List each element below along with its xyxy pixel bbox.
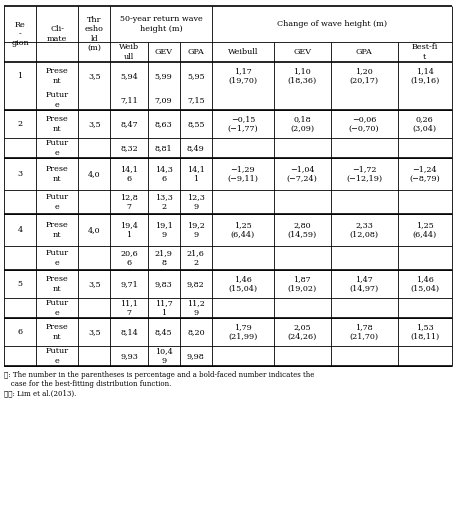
Text: 1,78
(21,70): 1,78 (21,70)	[349, 323, 379, 341]
Text: 21,6
2: 21,6 2	[187, 249, 205, 267]
Text: −1,04
(−7,24): −1,04 (−7,24)	[287, 165, 318, 183]
Text: 14,1
6: 14,1 6	[120, 165, 138, 183]
Text: Weibull: Weibull	[228, 48, 258, 56]
Text: Futur
e: Futur e	[46, 194, 69, 210]
Text: GEV: GEV	[293, 48, 311, 56]
Text: 4,0: 4,0	[88, 226, 101, 234]
Text: 3,5: 3,5	[88, 120, 101, 128]
Text: 0,18
(2,09): 0,18 (2,09)	[290, 115, 314, 133]
Text: Prese
nt: Prese nt	[46, 221, 69, 239]
Text: Best-fi
t: Best-fi t	[412, 44, 438, 60]
Text: −0,15
(−1,77): −0,15 (−1,77)	[228, 115, 258, 133]
Text: 0,26
(3,04): 0,26 (3,04)	[413, 115, 437, 133]
Text: 8,47: 8,47	[120, 120, 138, 128]
Text: Prese
nt: Prese nt	[46, 276, 69, 292]
Text: 자료: Lim et al.(2013).: 자료: Lim et al.(2013).	[4, 389, 76, 397]
Text: 6: 6	[17, 328, 22, 336]
Text: Change of wave height (m): Change of wave height (m)	[277, 20, 387, 28]
Text: 21,9
8: 21,9 8	[155, 249, 173, 267]
Text: Re
-
gion: Re - gion	[11, 21, 29, 47]
Text: 11,1
7: 11,1 7	[120, 299, 138, 317]
Text: Futur
e: Futur e	[46, 139, 69, 157]
Text: 5: 5	[17, 280, 22, 288]
Text: 8,49: 8,49	[187, 144, 205, 152]
Text: 1,25
(6,44): 1,25 (6,44)	[231, 221, 255, 239]
Text: 9,98: 9,98	[187, 352, 205, 360]
Text: −1,72
(−12,19): −1,72 (−12,19)	[346, 165, 382, 183]
Text: Weib
ull: Weib ull	[119, 44, 139, 60]
Text: 3,5: 3,5	[88, 72, 101, 80]
Text: 10,4
9: 10,4 9	[155, 347, 173, 365]
Text: 8,14: 8,14	[120, 328, 138, 336]
Text: 2: 2	[17, 120, 22, 128]
Text: 7,11: 7,11	[120, 96, 138, 104]
Text: −1,29
(−9,11): −1,29 (−9,11)	[227, 165, 258, 183]
Text: Prese
nt: Prese nt	[46, 67, 69, 85]
Text: 4,0: 4,0	[88, 170, 101, 178]
Text: 14,1
1: 14,1 1	[187, 165, 205, 183]
Text: 12,8
7: 12,8 7	[120, 194, 138, 210]
Text: 8,55: 8,55	[187, 120, 205, 128]
Text: 9,82: 9,82	[187, 280, 205, 288]
Text: 8,32: 8,32	[120, 144, 138, 152]
Text: 19,4
1: 19,4 1	[120, 221, 138, 239]
Text: 2,33
(12,08): 2,33 (12,08)	[349, 221, 379, 239]
Text: 14,3
6: 14,3 6	[155, 165, 173, 183]
Text: 1,25
(6,44): 1,25 (6,44)	[413, 221, 437, 239]
Text: 1,87
(19,02): 1,87 (19,02)	[288, 276, 317, 292]
Text: 5,95: 5,95	[187, 72, 205, 80]
Text: 11,7
1: 11,7 1	[155, 299, 173, 317]
Text: −1,24
(−8,79): −1,24 (−8,79)	[409, 165, 440, 183]
Text: GEV: GEV	[155, 48, 173, 56]
Text: 12,3
9: 12,3 9	[187, 194, 205, 210]
Text: 1,17
(19,70): 1,17 (19,70)	[228, 67, 257, 85]
Text: 50-year return wave
height (m): 50-year return wave height (m)	[120, 15, 202, 33]
Text: 9,83: 9,83	[155, 280, 173, 288]
Text: Prese
nt: Prese nt	[46, 115, 69, 133]
Text: 13,3
2: 13,3 2	[155, 194, 173, 210]
Text: GPA: GPA	[187, 48, 204, 56]
Text: Cli-
mate: Cli- mate	[47, 25, 67, 43]
Text: Futur
e: Futur e	[46, 347, 69, 365]
Text: 1,53
(18,11): 1,53 (18,11)	[410, 323, 439, 341]
Text: 1,20
(20,17): 1,20 (20,17)	[349, 67, 379, 85]
Text: 8,45: 8,45	[155, 328, 173, 336]
Text: case for the best-fitting distribution function.: case for the best-fitting distribution f…	[4, 380, 171, 388]
Text: 5,99: 5,99	[155, 72, 173, 80]
Text: 3,5: 3,5	[88, 280, 101, 288]
Text: 1,46
(15,04): 1,46 (15,04)	[410, 276, 439, 292]
Text: 8,81: 8,81	[155, 144, 173, 152]
Text: 2,05
(24,26): 2,05 (24,26)	[288, 323, 317, 341]
Text: 1,47
(14,97): 1,47 (14,97)	[349, 276, 379, 292]
Text: 4: 4	[17, 226, 22, 234]
Text: 9,93: 9,93	[120, 352, 138, 360]
Text: 3: 3	[17, 170, 22, 178]
Text: 1,10
(18,36): 1,10 (18,36)	[288, 67, 317, 85]
Text: 11,2
9: 11,2 9	[187, 299, 205, 317]
Text: 2,80
(14,59): 2,80 (14,59)	[288, 221, 317, 239]
Text: 8,63: 8,63	[155, 120, 173, 128]
Text: 1,46
(15,04): 1,46 (15,04)	[228, 276, 257, 292]
Text: Futur
e: Futur e	[46, 249, 69, 267]
Text: 3,5: 3,5	[88, 328, 101, 336]
Text: 주: The number in the parentheses is percentage and a bold-faced number indicates: 주: The number in the parentheses is perc…	[4, 371, 314, 379]
Text: 1: 1	[17, 72, 22, 80]
Text: 19,1
9: 19,1 9	[155, 221, 173, 239]
Text: −0,06
(−0,70): −0,06 (−0,70)	[349, 115, 379, 133]
Text: 19,2
9: 19,2 9	[187, 221, 205, 239]
Text: 1,79
(21,99): 1,79 (21,99)	[228, 323, 257, 341]
Text: 9,71: 9,71	[120, 280, 138, 288]
Text: Prese
nt: Prese nt	[46, 165, 69, 183]
Text: 5,94: 5,94	[120, 72, 138, 80]
Text: Thr
esho
ld
(m): Thr esho ld (m)	[85, 16, 104, 52]
Text: 7,09: 7,09	[155, 96, 173, 104]
Text: Prese
nt: Prese nt	[46, 323, 69, 341]
Text: Futur
e: Futur e	[46, 92, 69, 108]
Text: 1,14
(19,16): 1,14 (19,16)	[410, 67, 440, 85]
Text: 8,20: 8,20	[187, 328, 205, 336]
Text: GPA: GPA	[356, 48, 372, 56]
Text: Futur
e: Futur e	[46, 299, 69, 317]
Text: 7,15: 7,15	[187, 96, 205, 104]
Text: 20,6
6: 20,6 6	[120, 249, 138, 267]
